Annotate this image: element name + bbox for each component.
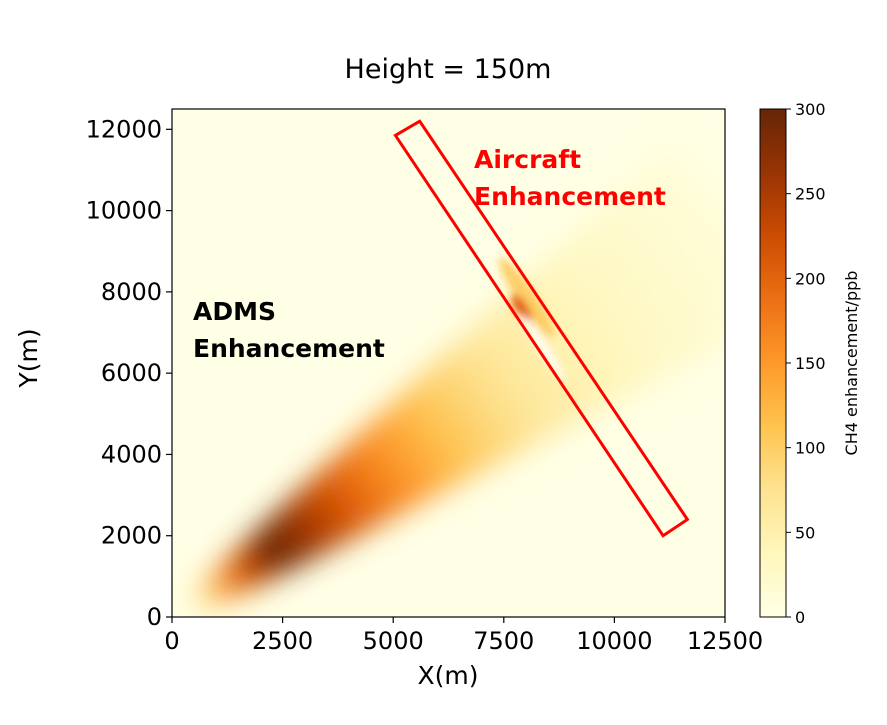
aircraft-enhancement: [498, 257, 567, 382]
aircraft-low-band: [520, 314, 567, 382]
aircraft-halo: [498, 257, 555, 338]
x-tick-label: 10000: [576, 627, 652, 655]
y-tick-label: 0: [147, 603, 162, 631]
y-tick-label: 8000: [101, 278, 162, 306]
colorbar-tick-label: 300: [795, 100, 826, 119]
y-axis-label: Y(m): [14, 328, 43, 388]
x-tick-label: 7500: [473, 627, 534, 655]
plot-frame: [171, 108, 726, 618]
colorbar-tick-label: 250: [795, 185, 826, 204]
colorbar-ticks: 0 50 100 150 200 250 300: [786, 100, 826, 627]
colorbar-tick-label: 50: [795, 523, 815, 542]
colorbar: 0 50 100 150 200 250 300 CH4 enhancement/ppb: [759, 100, 861, 627]
x-axis: 0 2500 5000 7500 10000 12500: [164, 617, 763, 655]
y-tick-label: 4000: [101, 440, 162, 468]
x-tick-label: 12500: [687, 627, 763, 655]
x-tick-label: 2500: [252, 627, 313, 655]
annotation-aircraft-line2: Enhancement: [474, 182, 666, 211]
plot-area: [171, 108, 726, 618]
annotation-aircraft-line1: Aircraft: [474, 145, 581, 174]
colorbar-tick-label: 200: [795, 269, 826, 288]
colorbar-gradient: [759, 108, 787, 618]
chart-title: Height = 150m: [345, 54, 552, 85]
adms-plume: [187, 140, 725, 614]
colorbar-tick-label: 150: [795, 354, 826, 373]
x-tick-label: 0: [164, 627, 179, 655]
colorbar-label: CH4 enhancement/ppb: [842, 271, 861, 456]
y-tick-label: 12000: [86, 115, 162, 143]
colorbar-tick-label: 0: [795, 608, 805, 627]
annotation-adms-line1: ADMS: [193, 297, 276, 326]
x-tick-label: 5000: [363, 627, 424, 655]
y-tick-label: 2000: [101, 522, 162, 550]
aircraft-peak: [511, 294, 532, 322]
plume-segment: [659, 140, 725, 321]
x-axis-label: X(m): [418, 661, 479, 690]
aircraft-flight-box: [393, 119, 690, 538]
annotation-adms-line2: Enhancement: [193, 334, 385, 363]
heatmap-layer: [187, 140, 725, 614]
y-tick-label: 10000: [86, 197, 162, 225]
colorbar-tick-label: 100: [795, 439, 826, 458]
y-axis: 0 2000 4000 6000 8000 10000 12000: [86, 115, 172, 631]
y-tick-label: 6000: [101, 359, 162, 387]
